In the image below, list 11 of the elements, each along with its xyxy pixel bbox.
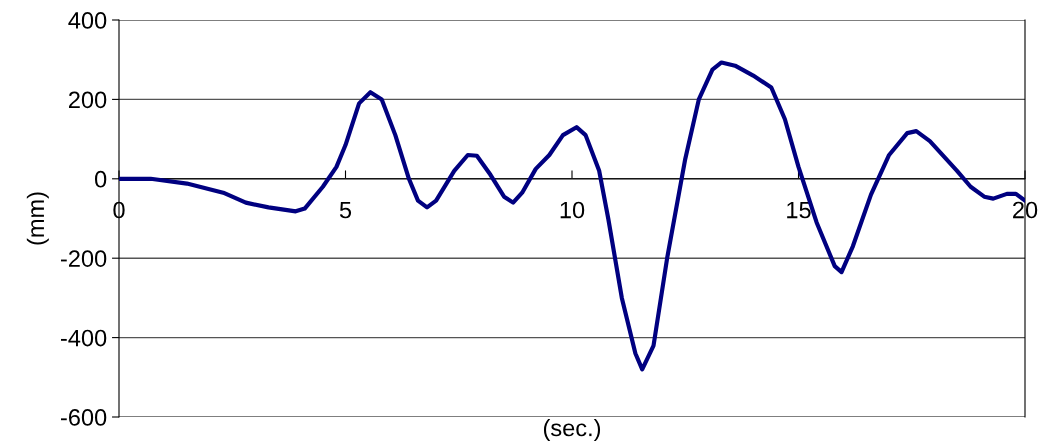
x-tick-label: 15 (787, 201, 811, 219)
x-tick-label: 5 (339, 201, 352, 219)
y-tick-label: -600 (60, 409, 107, 426)
y-tick-label: 200 (68, 91, 107, 109)
y-tick-label: -200 (60, 250, 107, 267)
y-axis-title: (mm) (26, 192, 49, 245)
y-tick-label: 400 (68, 12, 107, 29)
y-tick-label: 0 (94, 170, 107, 188)
x-tick-label: 10 (560, 201, 585, 219)
x-axis-title: (sec.) (543, 418, 601, 441)
y-tick-label: -400 (60, 329, 107, 347)
